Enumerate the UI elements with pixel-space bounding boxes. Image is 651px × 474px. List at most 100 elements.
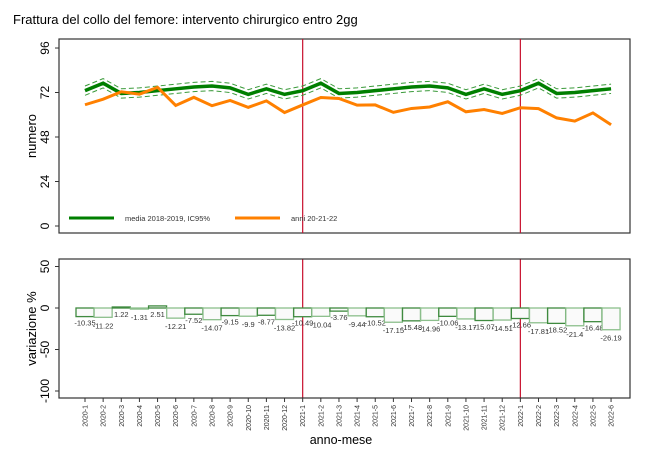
ci-lower-line: [84, 87, 612, 100]
y-tick-label: 50: [38, 260, 52, 274]
x-tick-label: 2020-10: [246, 405, 253, 431]
bar-value-label: 1.22: [114, 310, 129, 319]
x-tick-label: 2022-6: [609, 405, 616, 427]
ci-upper-line: [84, 78, 612, 91]
bar-value-label: -8.77: [258, 317, 275, 326]
legend-label-anni: anni 20-21-22: [291, 214, 337, 223]
x-tick-label: 2020-6: [173, 405, 180, 427]
bar-value-label: -12.66: [510, 321, 531, 330]
bar-value-label: -13.82: [274, 323, 295, 332]
bar-value-label: -14.07: [201, 324, 222, 333]
x-tick-label: 2020-2: [101, 405, 108, 427]
plot-frame: [58, 258, 631, 399]
bar: [546, 307, 567, 325]
series-line-anni: [84, 85, 612, 127]
bar-value-label: -9.44: [349, 320, 366, 329]
bar: [184, 307, 204, 315]
bar-value-label: -3.76: [330, 313, 347, 322]
y-tick-label: 72: [38, 86, 52, 100]
bar-value-label: -11.22: [93, 321, 114, 330]
bar-value-label: -9.9: [242, 320, 255, 329]
y-tick-label: -100: [38, 379, 52, 403]
bar-value-label: -21.4: [566, 330, 583, 339]
bar-value-label: -15.48: [401, 323, 422, 332]
x-tick-label: 2020-7: [191, 405, 198, 427]
bar-value-label: -13.17: [455, 323, 476, 332]
x-tick-label: 2020-4: [137, 405, 144, 427]
bar-value-label: -16.48: [582, 324, 603, 333]
x-tick-label: 2021-3: [336, 405, 343, 427]
bar: [565, 307, 585, 327]
bar-value-label: -18.52: [546, 325, 567, 334]
bar: [492, 307, 512, 321]
x-tick-label: 2020-9: [228, 405, 235, 427]
x-tick-label: 2021-12: [500, 405, 507, 431]
bar-value-label: -17.81: [528, 327, 549, 336]
bar: [293, 307, 313, 318]
bar: [256, 307, 277, 316]
x-tick-label: 2022-4: [572, 405, 579, 427]
bar: [274, 307, 295, 321]
x-tick-label: 2021-11: [482, 405, 489, 430]
bar: [238, 307, 258, 317]
bar-value-label: -7.52: [185, 316, 202, 325]
bar-value-label: -9.15: [222, 318, 239, 327]
x-tick-label: 2022-3: [554, 405, 561, 427]
bar: [365, 307, 385, 318]
bar: [202, 307, 222, 321]
x-tick-label: 2021-4: [355, 405, 362, 427]
bar-value-label: -15.07: [473, 323, 494, 332]
bar: [311, 307, 331, 317]
bar: [147, 305, 168, 309]
x-tick-label: 2021-5: [373, 405, 380, 427]
bar: [220, 307, 240, 317]
bar-value-label: -12.21: [165, 322, 186, 331]
y-tick-label: 24: [38, 175, 52, 189]
y-tick-label: 0: [38, 304, 52, 311]
bar-value-label: -10.35: [74, 319, 95, 328]
x-tick-label: 2020-12: [282, 405, 289, 431]
bar-value-label: 2.51: [150, 310, 165, 319]
y-tick-label: -50: [38, 341, 52, 359]
bar: [129, 307, 150, 310]
bar: [166, 307, 186, 319]
bar: [583, 307, 603, 323]
x-tick-label: 2021-10: [463, 405, 470, 431]
chart-title: Frattura del collo del femore: intervent…: [13, 12, 358, 27]
bar: [601, 307, 621, 331]
series-line-media: [84, 81, 612, 97]
x-tick-label: 2022-2: [536, 405, 543, 427]
x-tick-label: 2020-1: [83, 405, 90, 427]
x-tick-label: 2021-8: [427, 405, 434, 427]
x-tick-label: 2021-6: [391, 405, 398, 427]
y-tick-label: 0: [38, 222, 52, 229]
x-tick-label: 2020-11: [264, 405, 271, 430]
x-tick-label: 2021-1: [300, 405, 307, 427]
bar: [438, 307, 458, 317]
x-tick-label: 2021-2: [318, 405, 325, 427]
bar-value-label: -14.51: [492, 324, 513, 333]
bar-value-label: -14.96: [419, 324, 440, 333]
x-tick-label: 2020-8: [209, 405, 216, 427]
bar-value-label: -10.52: [365, 319, 386, 328]
x-tick-label: 2020-3: [119, 405, 126, 427]
bar: [75, 307, 95, 318]
bar-value-label: -1.31: [131, 313, 148, 322]
bar: [383, 307, 404, 323]
legend-label-media: media 2018-2019, IC95%: [125, 214, 210, 223]
bar: [347, 307, 367, 317]
bar: [510, 307, 531, 320]
bar: [420, 307, 440, 322]
top-panel: 0 24 48 72 96 numero media 2018-2019, IC95% ann…: [24, 38, 631, 234]
x-tick-label: 2021-7: [409, 405, 416, 427]
bar-value-label: -26.19: [600, 334, 621, 343]
bar: [456, 307, 476, 320]
bar-value-label: -10.06: [437, 318, 458, 327]
y-axis-label: variazione %: [24, 291, 39, 366]
bar: [528, 307, 549, 324]
bar: [401, 307, 422, 322]
bar-value-label: -10.04: [310, 320, 331, 329]
x-tick-label: 2021-9: [445, 405, 452, 427]
